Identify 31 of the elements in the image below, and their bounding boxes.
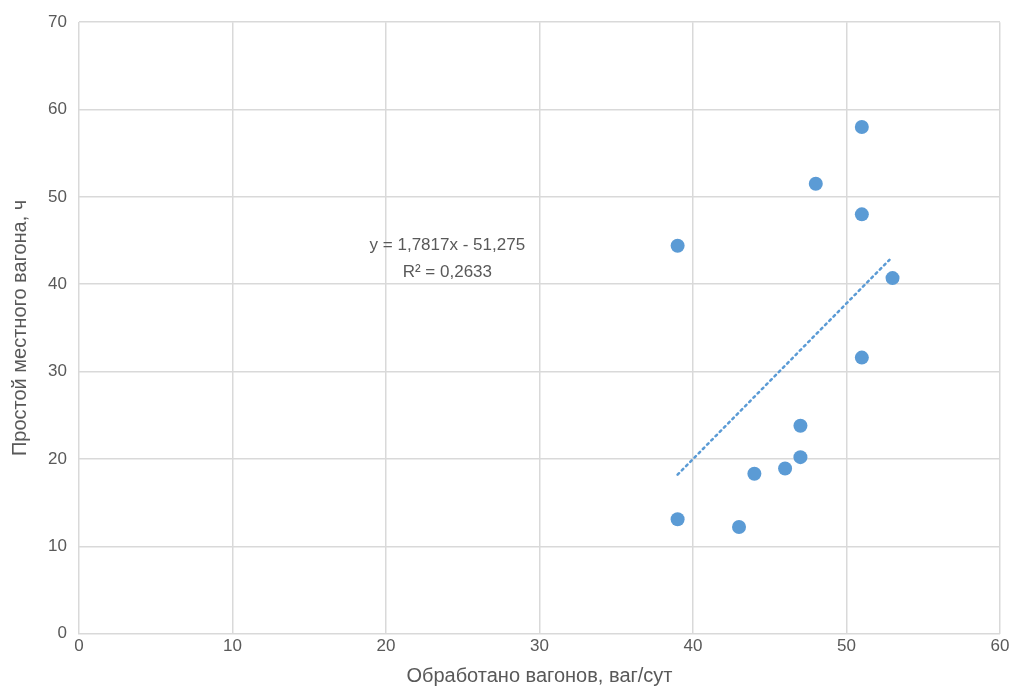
annotation: y = 1,7817x - 51,275 (369, 235, 526, 255)
x-tick-label: 60 (990, 636, 1010, 656)
point (793, 418, 808, 433)
y-axis-title: Простой местного вагона, ч (7, 199, 30, 457)
point (854, 350, 869, 365)
x-tick-label: 10 (222, 636, 242, 656)
x-tick-label: 40 (683, 636, 703, 656)
point (808, 176, 823, 191)
y-tick-label: 50 (47, 186, 67, 206)
point (670, 512, 685, 527)
point (747, 466, 762, 481)
point (793, 450, 808, 465)
point (778, 461, 793, 476)
y-tick-label: 10 (47, 535, 67, 555)
point (670, 238, 685, 253)
x-tick-label: 30 (529, 636, 549, 656)
point (732, 520, 747, 535)
point (854, 120, 869, 135)
x-tick-label: 20 (376, 636, 396, 656)
y-tick-label: 40 (47, 273, 67, 293)
y-tick-label: 70 (47, 11, 67, 31)
x-tick-label: 50 (837, 636, 856, 656)
y-tick-label: 30 (47, 361, 67, 381)
y-tick-label: 60 (47, 99, 67, 119)
x-axis-title: Обработано вагонов, ваг/сут (406, 663, 673, 686)
x-tick-label: 0 (74, 636, 84, 656)
point (885, 271, 900, 286)
y-tick-label: 0 (57, 623, 67, 643)
annotation: R² = 0,2633 (402, 262, 492, 282)
point (854, 207, 869, 222)
y-tick-label: 20 (47, 448, 67, 468)
